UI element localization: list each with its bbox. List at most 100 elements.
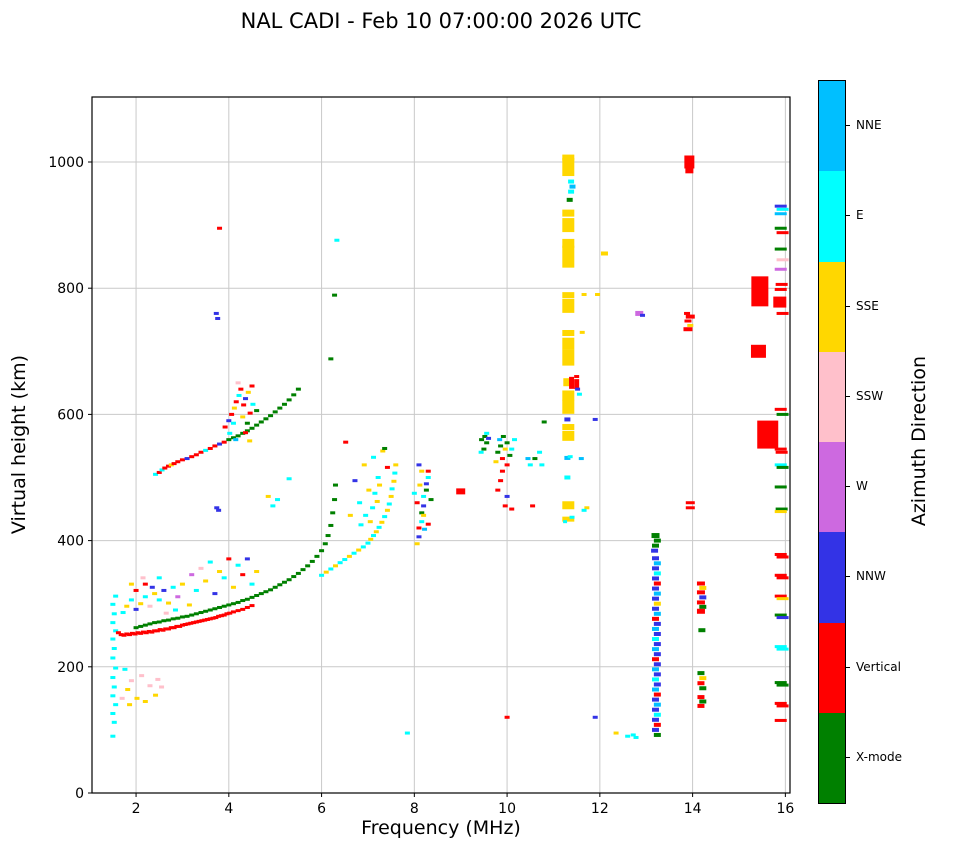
data-point [696,608,705,614]
data-point [478,450,484,454]
x-tick-label: 16 [776,801,794,817]
data-point [562,218,575,233]
data-point [569,376,575,389]
data-point [564,475,571,480]
data-point [774,510,787,514]
data-point [653,662,661,667]
data-point [500,434,506,438]
data-point [652,606,660,611]
data-point [146,629,152,633]
data-point [110,676,116,680]
data-point [132,632,138,636]
data-point [578,457,584,461]
y-axis-label-wrap: Virtual height (km) [8,97,30,793]
data-point [495,450,501,454]
data-point [687,323,694,327]
data-point [774,212,787,216]
data-point [140,630,146,634]
data-point [152,592,158,596]
data-point [653,611,661,616]
data-point [592,417,598,421]
data-point [138,602,144,606]
data-point [774,463,787,467]
data-point [240,573,246,577]
data-point [149,585,155,589]
data-point [683,327,693,332]
data-point [254,593,260,597]
data-point [375,475,381,479]
data-point [356,548,362,552]
data-point [142,623,148,627]
data-point [376,525,382,529]
data-point [382,515,388,519]
data-point [562,501,575,510]
data-point [230,421,236,425]
data-point [254,570,260,574]
data-point [328,567,334,571]
data-point [382,446,388,450]
colorbar-segment-nne [819,81,845,172]
data-point [653,682,661,687]
data-point [699,585,707,590]
data-point [122,667,128,671]
data-point [425,469,431,473]
data-point [684,155,695,169]
y-tick-label: 0 [75,786,84,802]
data-point [224,612,230,616]
data-point [774,287,787,291]
data-point [653,571,661,576]
data-point [498,479,504,483]
x-tick-label: 8 [410,801,419,817]
data-point [581,508,587,512]
data-point [247,411,253,415]
data-point [322,542,328,546]
data-point [699,604,707,609]
data-point [217,570,223,574]
colorbar-segment-sse [819,261,845,352]
data-point [373,530,379,534]
data-point [422,527,428,531]
data-point [152,629,158,633]
data-point [129,631,135,635]
data-point [202,618,208,622]
data-point [774,573,787,577]
data-point [367,520,373,524]
data-point [113,594,119,598]
data-point [186,603,192,607]
data-point [652,616,660,621]
colorbar-segment-x-mode [819,712,845,803]
data-point [258,592,264,596]
data-point [386,502,392,506]
data-point [270,504,276,508]
data-point [363,513,369,517]
data-point [179,623,185,627]
data-point [495,488,501,492]
data-point [653,538,661,543]
data-point [652,626,660,631]
data-point [161,619,167,623]
data-point [111,720,117,724]
data-point [504,463,510,467]
data-point [342,558,348,562]
data-point [147,622,153,626]
data-point [562,158,575,177]
y-tick-label: 600 [57,407,84,423]
data-point [236,393,242,397]
data-point [240,599,246,603]
data-point [263,590,269,594]
data-point [653,672,661,677]
data-point [365,541,371,545]
data-point [562,209,575,217]
data-point [189,455,195,459]
data-point [272,585,278,589]
data-point [685,168,694,174]
data-point [414,501,420,505]
data-point [595,293,601,297]
data-point [652,543,660,548]
data-point [156,470,162,474]
data-point [652,717,660,722]
data-point [562,238,575,248]
data-point [198,450,204,454]
data-point [204,617,210,621]
